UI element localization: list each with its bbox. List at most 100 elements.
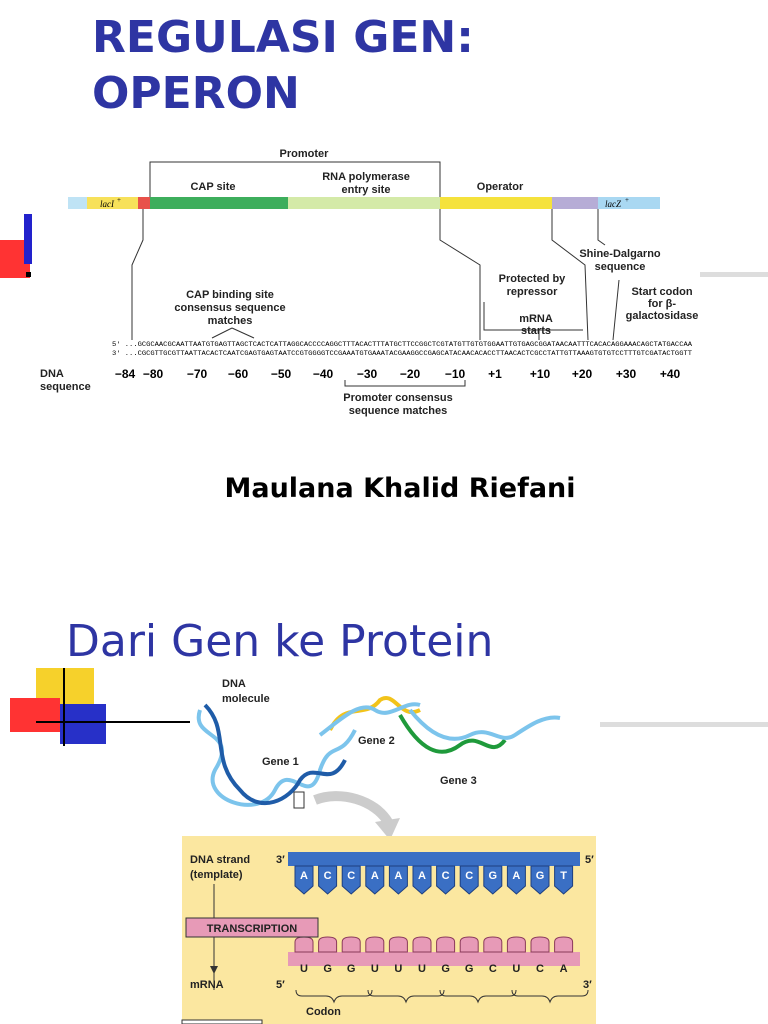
arrow	[375, 818, 400, 840]
base-tag	[365, 865, 385, 895]
mrna-strand	[288, 952, 580, 966]
base-letter: G	[347, 963, 356, 975]
label: Gene 3	[440, 775, 477, 787]
base-letter: G	[489, 870, 498, 882]
position-label: −84	[115, 367, 136, 381]
label: CAP site	[190, 181, 235, 193]
base-letter: A	[371, 870, 379, 882]
arrow	[210, 966, 218, 974]
decor	[700, 272, 768, 277]
label: Promoter	[280, 148, 330, 160]
label: sequence matches	[349, 405, 447, 417]
base-letter: C	[347, 870, 355, 882]
label: for β-	[648, 298, 676, 310]
connector-lines	[131, 161, 620, 387]
label: Protected by	[499, 273, 567, 285]
base-tag	[530, 865, 550, 895]
label: repressor	[507, 286, 558, 298]
transcription-box	[185, 917, 319, 938]
decor	[600, 722, 768, 727]
base-tag	[436, 936, 456, 953]
base-letter: U	[371, 963, 379, 975]
base-letter: C	[442, 870, 450, 882]
position-label: +40	[660, 367, 681, 381]
label: 3′	[583, 979, 592, 991]
base-letter: C	[489, 963, 497, 975]
label: starts	[521, 325, 551, 337]
base-tag	[483, 936, 503, 953]
box	[181, 1019, 263, 1024]
base-tag	[412, 936, 432, 953]
title: Dari Gen ke Protein	[66, 616, 493, 667]
base-letter: A	[418, 870, 426, 882]
title: REGULASI GEN:	[92, 12, 474, 63]
base-tag	[459, 936, 479, 953]
label: 5′	[585, 854, 594, 866]
label: matches	[208, 315, 253, 327]
label: Start codon	[631, 286, 692, 298]
label: molecule	[222, 693, 270, 705]
base-tag	[294, 936, 314, 953]
base-tag	[365, 936, 385, 953]
base-tag	[530, 936, 550, 953]
position-label: −50	[271, 367, 292, 381]
dna-sequence: 5′ ...GCGCAACGCAATTAATGTGAGTTAGCTCACTCAT…	[112, 341, 692, 348]
template-strand	[288, 852, 580, 866]
base-tag	[436, 865, 456, 895]
base-tag	[506, 865, 526, 895]
base-tag	[318, 936, 338, 953]
label: (template)	[190, 869, 243, 881]
label: consensus sequence	[174, 302, 285, 314]
base-tag	[388, 865, 408, 895]
base-letter: A	[560, 963, 568, 975]
gene-label: lacZ	[605, 199, 622, 209]
position-label: −20	[400, 367, 421, 381]
label: entry site	[342, 184, 391, 196]
base-tag	[318, 865, 338, 895]
base-letter: G	[323, 963, 332, 975]
gene-label: +	[625, 196, 629, 204]
operon-bar	[68, 197, 660, 209]
base-letter: T	[560, 870, 567, 882]
label: Codon	[306, 1006, 341, 1018]
dna-helix	[196, 696, 561, 807]
gene-label: +	[117, 196, 121, 204]
position-label: +1	[488, 367, 502, 381]
base-tag	[554, 936, 574, 953]
label: sequence	[595, 261, 646, 273]
base-tag	[412, 865, 432, 895]
dna-sequence: 3′ ...CGCGTTGCGTTAATTACACTCAATCGAGTGAGTA…	[112, 350, 692, 357]
position-label: −80	[143, 367, 164, 381]
base-tag	[483, 865, 503, 895]
label: 5′	[276, 979, 285, 991]
title: OPERON	[92, 68, 300, 119]
label: Shine-Dalgarno	[579, 248, 661, 260]
author: Maulana Khalid Riefani	[224, 473, 575, 504]
label: TRANSCRIPTION	[207, 923, 298, 935]
gene-label: lacI	[100, 199, 115, 209]
position-label: +10	[530, 367, 551, 381]
base-tag	[388, 936, 408, 953]
label: galactosidase	[626, 310, 699, 322]
base-letter: A	[300, 870, 308, 882]
label: DNA strand	[190, 854, 250, 866]
base-tag	[554, 865, 574, 895]
base-tag	[341, 936, 361, 953]
position-label: −60	[228, 367, 249, 381]
base-letter: C	[324, 870, 332, 882]
position-label: −10	[445, 367, 466, 381]
base-letter: U	[300, 963, 308, 975]
label: RNA polymerase	[322, 171, 410, 183]
label: DNA	[40, 368, 64, 380]
label: CAP binding site	[186, 289, 274, 301]
position-label: +30	[616, 367, 637, 381]
label: sequence	[40, 381, 91, 393]
arrow	[313, 791, 393, 825]
base-tag	[341, 865, 361, 895]
label: Gene 2	[358, 735, 395, 747]
base-letter: C	[536, 963, 544, 975]
base-tag	[294, 865, 314, 895]
label: Promoter consensus	[343, 392, 452, 404]
base-letter: A	[394, 870, 402, 882]
